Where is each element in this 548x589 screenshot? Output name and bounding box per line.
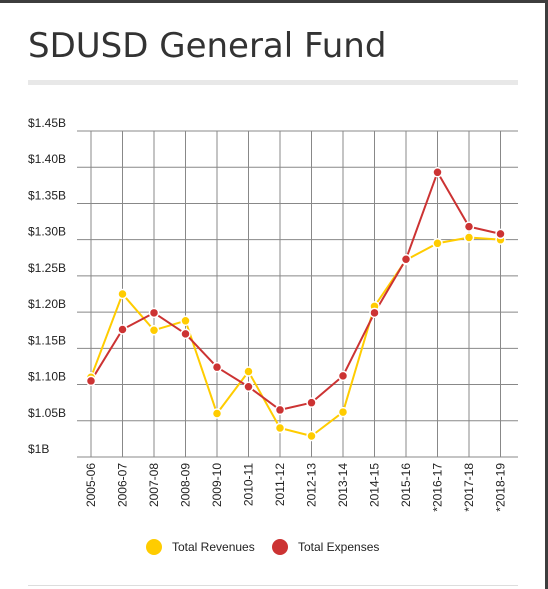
y-tick-label: $1.35B [28, 188, 66, 202]
legend-item-revenues: Total Revenues [146, 539, 255, 555]
y-tick-label: $1.40B [28, 152, 66, 166]
point-revenues-12 [463, 232, 475, 243]
point-expenses-6 [274, 404, 286, 416]
legend: Total Revenues Total Expenses [0, 539, 548, 559]
x-tick-label: 2009-10 [210, 463, 224, 507]
top-border [0, 0, 548, 3]
x-tick-label: *2017-18 [462, 463, 476, 512]
series-line-expenses [90, 171, 501, 411]
point-expenses-9 [369, 307, 380, 319]
x-tick-label: 2010-11 [242, 463, 256, 506]
y-tick-label: $1.05B [28, 406, 66, 420]
x-tick-label: 2005-06 [84, 463, 98, 507]
point-revenues-2 [148, 324, 160, 336]
x-tick-label: 2006-07 [116, 463, 130, 507]
point-expenses-8 [337, 370, 349, 382]
title-underline [28, 80, 518, 85]
y-tick-label: $1.20B [28, 297, 66, 311]
point-expenses-1 [117, 324, 128, 335]
chart-area: $1B $1.05B $1.10B $1.15B $1.20B $1.25B $1.30B $… [28, 116, 518, 512]
x-tick-label: 2008-09 [179, 463, 193, 507]
right-border [545, 0, 548, 589]
point-expenses-13 [495, 228, 506, 240]
point-expenses-7 [306, 397, 317, 408]
point-revenues-5 [243, 366, 254, 377]
y-tick-label: $1.30B [28, 225, 66, 239]
x-tick-label: 2014-15 [368, 463, 382, 507]
y-tick-label: $1.25B [28, 261, 66, 275]
point-expenses-3 [180, 328, 191, 340]
legend-swatch-revenues [146, 539, 162, 555]
x-tick-label: 2012-13 [305, 463, 319, 507]
point-revenues-1 [117, 288, 128, 300]
chart-title: SDUSD General Fund [28, 26, 387, 66]
bottom-divider [28, 585, 518, 586]
point-expenses-10 [400, 253, 412, 265]
series-line-revenues [90, 236, 501, 437]
point-revenues-7 [306, 430, 317, 442]
x-tick-label: *2016-17 [431, 463, 445, 512]
point-expenses-11 [432, 167, 443, 178]
y-tick-label: $1.10B [28, 370, 66, 384]
legend-swatch-expenses [272, 539, 288, 555]
point-expenses-0 [85, 375, 97, 387]
x-tick-label: 2011-12 [273, 463, 287, 506]
x-tick-label: *2018-19 [494, 463, 508, 512]
y-tick-label: $1.45B [28, 116, 66, 130]
point-expenses-5 [243, 381, 254, 392]
x-tick-label: 2015-16 [399, 463, 413, 507]
point-revenues-8 [337, 406, 349, 418]
point-revenues-11 [432, 238, 443, 249]
point-expenses-12 [463, 221, 475, 232]
point-revenues-3 [180, 315, 191, 327]
x-tick-label: 2013-14 [336, 463, 350, 507]
point-revenues-4 [211, 408, 223, 419]
y-tick-label: $1.15B [28, 333, 66, 347]
legend-label-expenses: Total Expenses [298, 540, 380, 554]
x-tick-label: 2007-08 [147, 463, 161, 507]
legend-item-expenses: Total Expenses [272, 539, 379, 555]
y-tick-label: $1B [28, 442, 49, 456]
point-expenses-4 [211, 361, 223, 373]
point-revenues-6 [274, 422, 286, 434]
legend-label-revenues: Total Revenues [172, 540, 255, 554]
point-expenses-2 [148, 307, 160, 319]
